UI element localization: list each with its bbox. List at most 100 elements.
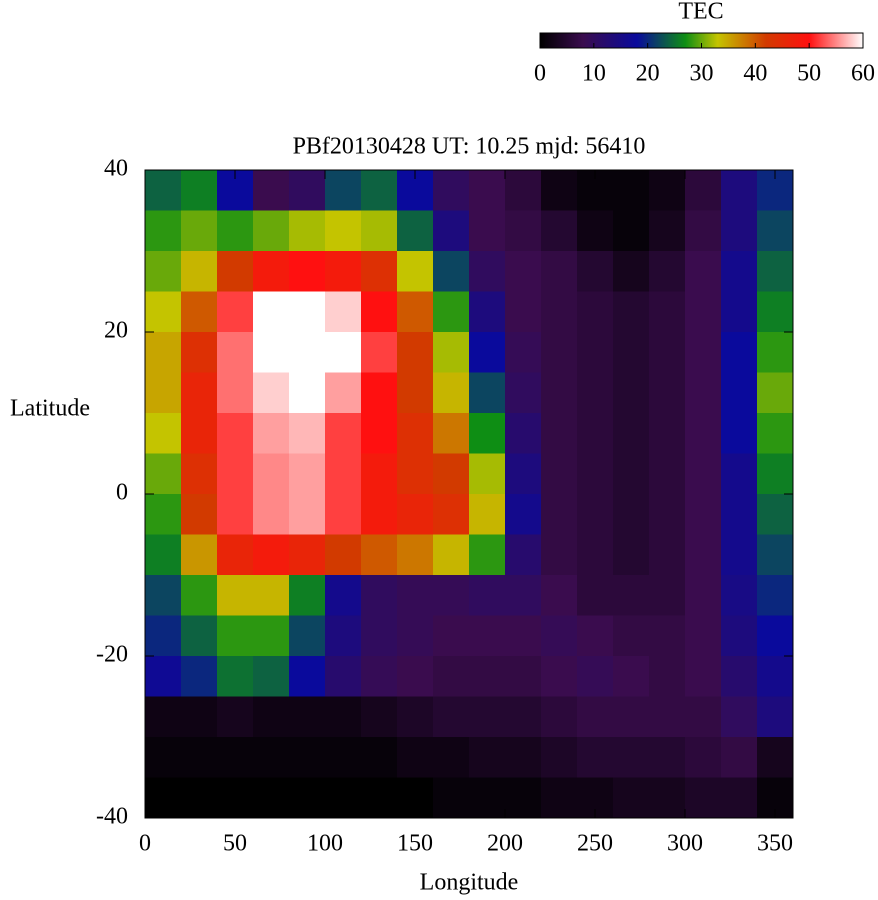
heatmap-cell [613, 210, 650, 252]
heatmap-cell [217, 332, 254, 373]
heatmap-cell [253, 413, 290, 454]
heatmap-cell [325, 453, 362, 495]
heatmap-cell [757, 494, 794, 535]
heatmap-cell [325, 291, 362, 333]
heatmap-cell [577, 494, 614, 535]
heatmap-cell [469, 777, 506, 819]
heatmap-cell [685, 696, 722, 738]
heatmap-cell [145, 575, 182, 616]
heatmap-cell [325, 494, 362, 535]
heatmap-cell [649, 575, 686, 616]
heatmap-cell [325, 413, 362, 454]
heatmap-cell [145, 453, 182, 495]
heatmap-cell [397, 291, 434, 333]
heatmap-cell [541, 372, 578, 414]
heatmap-cell [253, 453, 290, 495]
heatmap-cell [433, 413, 470, 454]
heatmap-cell [181, 453, 218, 495]
heatmap-cell [325, 372, 362, 414]
heatmap-cell [181, 615, 218, 657]
heatmap-cell [253, 291, 290, 333]
heatmap-cell [505, 413, 542, 454]
heatmap-cell [613, 696, 650, 738]
heatmap-cell [613, 170, 650, 211]
heatmap-cell [469, 575, 506, 616]
heatmap-cell [613, 291, 650, 333]
heatmap-cell [469, 170, 506, 211]
heatmap-cell [541, 170, 578, 211]
heatmap-cell [577, 696, 614, 738]
heatmap-cell [181, 534, 218, 576]
heatmap-cell [577, 251, 614, 292]
heatmap-cell [433, 453, 470, 495]
heatmap-cell [361, 656, 398, 697]
heatmap-cell [541, 777, 578, 819]
heatmap-cell [145, 494, 182, 535]
heatmap-cell [433, 170, 470, 211]
heatmap-cell [721, 575, 758, 616]
heatmap-cell [181, 696, 218, 738]
heatmap-cell [685, 291, 722, 333]
heatmap-cell [433, 656, 470, 697]
heatmap-cell [217, 615, 254, 657]
heatmap-cell [253, 737, 290, 778]
heatmap-cell [685, 453, 722, 495]
heatmap-cell [469, 494, 506, 535]
y-axis-label: Latitude [10, 396, 90, 422]
heatmap-cell [721, 332, 758, 373]
heatmap-cell [433, 210, 470, 252]
heatmap-cell [145, 615, 182, 657]
heatmap-cell [649, 332, 686, 373]
heatmap-cell [613, 575, 650, 616]
heatmap-cell [181, 291, 218, 333]
heatmap-cell [361, 251, 398, 292]
heatmap-cell [253, 777, 290, 819]
heatmap-cell [721, 737, 758, 778]
heatmap-cell [289, 656, 326, 697]
x-tick-label: 150 [397, 831, 433, 857]
y-tick-label: 40 [104, 156, 128, 182]
heatmap-cell [145, 696, 182, 738]
heatmap-cell [721, 777, 758, 819]
colorbar-tick-label: 0 [534, 61, 546, 87]
heatmap-cell [505, 777, 542, 819]
heatmap-cell [397, 737, 434, 778]
heatmap-cell [721, 494, 758, 535]
heatmap-cell [433, 494, 470, 535]
heatmap-cell [253, 210, 290, 252]
heatmap-cell [289, 291, 326, 333]
heatmap-cell [541, 575, 578, 616]
heatmap-cell [649, 170, 686, 211]
heatmap-cell [397, 615, 434, 657]
heatmap-cell [541, 615, 578, 657]
heatmap-cell [145, 332, 182, 373]
heatmap-cell [361, 737, 398, 778]
heatmap-cell [325, 575, 362, 616]
heatmap-cell [577, 332, 614, 373]
heatmap-cell [505, 170, 542, 211]
y-tick-label: -20 [96, 642, 128, 668]
heatmap-cell [253, 615, 290, 657]
heatmap-cell [325, 534, 362, 576]
heatmap-cell [361, 777, 398, 819]
heatmap-cell [613, 453, 650, 495]
heatmap-cell [469, 332, 506, 373]
heatmap-cell [613, 737, 650, 778]
heatmap-cell [577, 210, 614, 252]
heatmap-cell [217, 534, 254, 576]
heatmap-cell [181, 575, 218, 616]
heatmap-cell [397, 453, 434, 495]
heatmap-cell [613, 332, 650, 373]
heatmap-cell [253, 251, 290, 292]
heatmap-cell [145, 372, 182, 414]
heatmap-cell [613, 372, 650, 414]
heatmap-cell [253, 494, 290, 535]
heatmap-cell [721, 291, 758, 333]
heatmap-cell [541, 251, 578, 292]
heatmap-cell [469, 210, 506, 252]
heatmap-cell [469, 372, 506, 414]
heatmap-cell [541, 534, 578, 576]
heatmap-cell [685, 494, 722, 535]
heatmap-cell [289, 696, 326, 738]
